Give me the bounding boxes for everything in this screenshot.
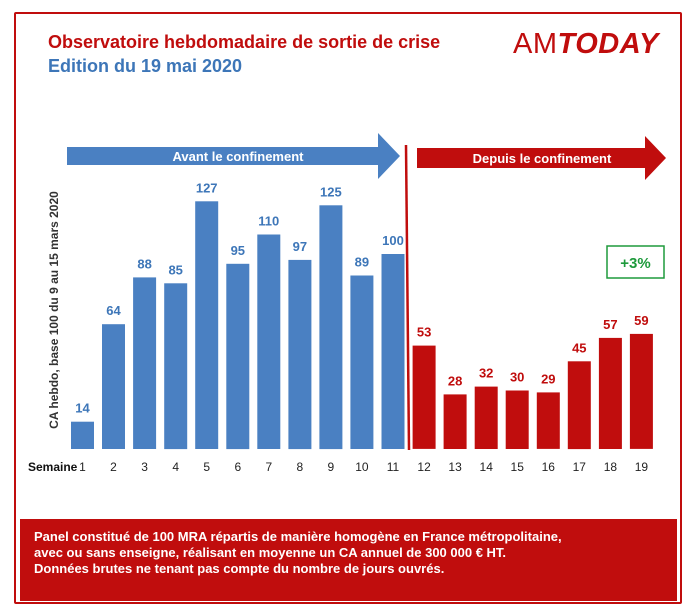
bar-week-11 xyxy=(381,254,405,449)
x-tick-label-12: 12 xyxy=(417,460,431,474)
value-label-week-1: 14 xyxy=(75,401,90,416)
growth-badge-label: +3% xyxy=(620,255,650,272)
value-label-week-11: 100 xyxy=(382,233,404,248)
value-label-week-2: 64 xyxy=(106,303,121,318)
value-label-week-4: 85 xyxy=(168,262,182,277)
value-label-week-7: 110 xyxy=(258,214,279,229)
x-axis-label: Semaine xyxy=(28,460,78,474)
x-tick-label-14: 14 xyxy=(480,460,494,474)
footer-note: Panel constitué de 100 MRA répartis de m… xyxy=(20,519,677,601)
after-arrow-label: Depuis le confinement xyxy=(473,151,612,166)
bar-week-18 xyxy=(598,337,622,449)
bar-week-16 xyxy=(536,392,560,449)
growth-badge: +3% xyxy=(606,245,665,279)
bar-week-19 xyxy=(629,333,653,449)
bar-week-3 xyxy=(133,277,157,449)
chart-title: Observatoire hebdomadaire de sortie de c… xyxy=(48,32,441,52)
x-tick-label-19: 19 xyxy=(635,460,649,474)
chart-subtitle: Edition du 19 mai 2020 xyxy=(48,56,243,76)
bar-week-10 xyxy=(350,275,374,449)
value-label-week-10: 89 xyxy=(355,255,369,270)
x-tick-labels-group: 1 2 3 4 5 6 7 8 9 10 11 12 13 14 15 16 17 18 19 xyxy=(79,460,648,474)
period-arrows: Avant le confinement Depuis le confineme… xyxy=(67,133,666,180)
bar-week-4 xyxy=(164,283,188,450)
value-label-week-17: 45 xyxy=(572,340,586,355)
value-label-week-9: 125 xyxy=(320,184,342,199)
bar-week-5 xyxy=(195,201,219,449)
value-label-week-19: 59 xyxy=(634,313,648,328)
bar-week-7 xyxy=(257,234,281,449)
value-label-week-14: 32 xyxy=(479,366,493,381)
x-tick-label-5: 5 xyxy=(203,460,210,474)
value-label-week-13: 28 xyxy=(448,373,462,388)
footer-line-3: Données brutes ne tenant pas compte du n… xyxy=(34,561,445,576)
brand-logo: AMTODAY xyxy=(513,28,659,61)
bar-week-14 xyxy=(474,386,498,449)
before-arrow-label: Avant le confinement xyxy=(173,149,305,164)
value-label-week-5: 127 xyxy=(196,180,218,195)
infographic-frame xyxy=(14,12,682,604)
logo-suffix: TODAY xyxy=(557,28,659,60)
value-label-week-6: 95 xyxy=(231,243,245,258)
bar-week-9 xyxy=(319,205,343,450)
before-arrow xyxy=(67,133,400,179)
x-tick-label-18: 18 xyxy=(604,460,618,474)
x-tick-label-3: 3 xyxy=(141,460,148,474)
bar-week-1 xyxy=(71,421,94,449)
x-tick-label-8: 8 xyxy=(297,460,304,474)
value-label-week-16: 29 xyxy=(541,371,555,386)
bars-group xyxy=(71,201,653,450)
y-axis-label: CA hebdo, base 100 du 9 au 15 mars 2020 xyxy=(47,191,61,429)
after-arrow xyxy=(417,136,666,180)
value-labels-group: 14 64 88 85 127 95 110 97 125 89 100 53 28 32 30 29 45 57… xyxy=(75,180,648,415)
bar-week-8 xyxy=(288,259,312,450)
x-tick-label-4: 4 xyxy=(172,460,179,474)
x-tick-label-6: 6 xyxy=(234,460,241,474)
confinement-divider xyxy=(404,144,411,451)
logo-prefix: AM xyxy=(513,28,558,60)
x-tick-label-9: 9 xyxy=(328,460,335,474)
x-tick-label-7: 7 xyxy=(265,460,272,474)
x-tick-label-15: 15 xyxy=(511,460,525,474)
footer-line-1: Panel constitué de 100 MRA répartis de m… xyxy=(34,529,562,544)
x-tick-label-16: 16 xyxy=(542,460,556,474)
bar-week-15 xyxy=(505,390,529,449)
x-tick-label-2: 2 xyxy=(110,460,117,474)
growth-badge-box xyxy=(606,245,665,279)
x-tick-label-11: 11 xyxy=(387,460,400,474)
value-label-week-3: 88 xyxy=(137,256,151,271)
bar-week-6 xyxy=(226,263,250,450)
footer-line-2: avec ou sans enseigne, réalisant en moye… xyxy=(34,545,507,560)
value-label-week-8: 97 xyxy=(293,239,307,254)
bar-week-12 xyxy=(412,345,436,449)
x-tick-label-13: 13 xyxy=(448,460,462,474)
value-label-week-18: 57 xyxy=(603,317,617,332)
x-tick-label-10: 10 xyxy=(355,460,369,474)
bar-week-17 xyxy=(567,361,591,450)
bar-week-13 xyxy=(443,394,467,449)
value-label-week-15: 30 xyxy=(510,370,524,385)
value-label-week-12: 53 xyxy=(417,325,431,340)
bar-week-2 xyxy=(102,324,125,449)
x-tick-label-17: 17 xyxy=(573,460,587,474)
x-tick-label-1: 1 xyxy=(79,460,86,474)
